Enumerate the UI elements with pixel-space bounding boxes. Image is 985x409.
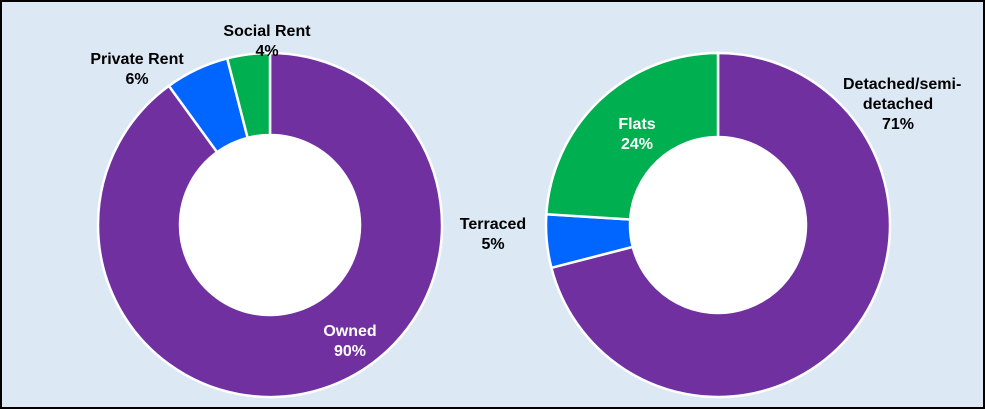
slice-name: Detached/semi-detached: [843, 76, 962, 113]
slice-label: Detached/semi-detached 71%: [843, 75, 962, 135]
donut-hole: [630, 137, 806, 313]
slice-label: Owned 90%: [295, 322, 405, 362]
slice-name: Terraced: [459, 216, 527, 233]
slice-label: Private Rent 6%: [67, 50, 207, 90]
slice-value: 24%: [620, 136, 654, 153]
slice-label: Social Rent 4%: [207, 22, 327, 62]
slice-value: 90%: [333, 343, 367, 360]
slice-name: Owned: [323, 323, 377, 340]
slice-value: 71%: [881, 116, 915, 133]
slice-name: Flats: [618, 116, 656, 133]
slice-label: Flats 24%: [587, 115, 687, 155]
slice-value: 6%: [125, 71, 149, 88]
slice-name: Social Rent: [223, 23, 311, 40]
donut-hole: [180, 135, 360, 315]
slice-name: Private Rent: [90, 51, 184, 68]
slice-value: 5%: [481, 236, 505, 253]
slice-value: 4%: [255, 43, 279, 60]
slice-label: Terraced 5%: [433, 215, 553, 255]
